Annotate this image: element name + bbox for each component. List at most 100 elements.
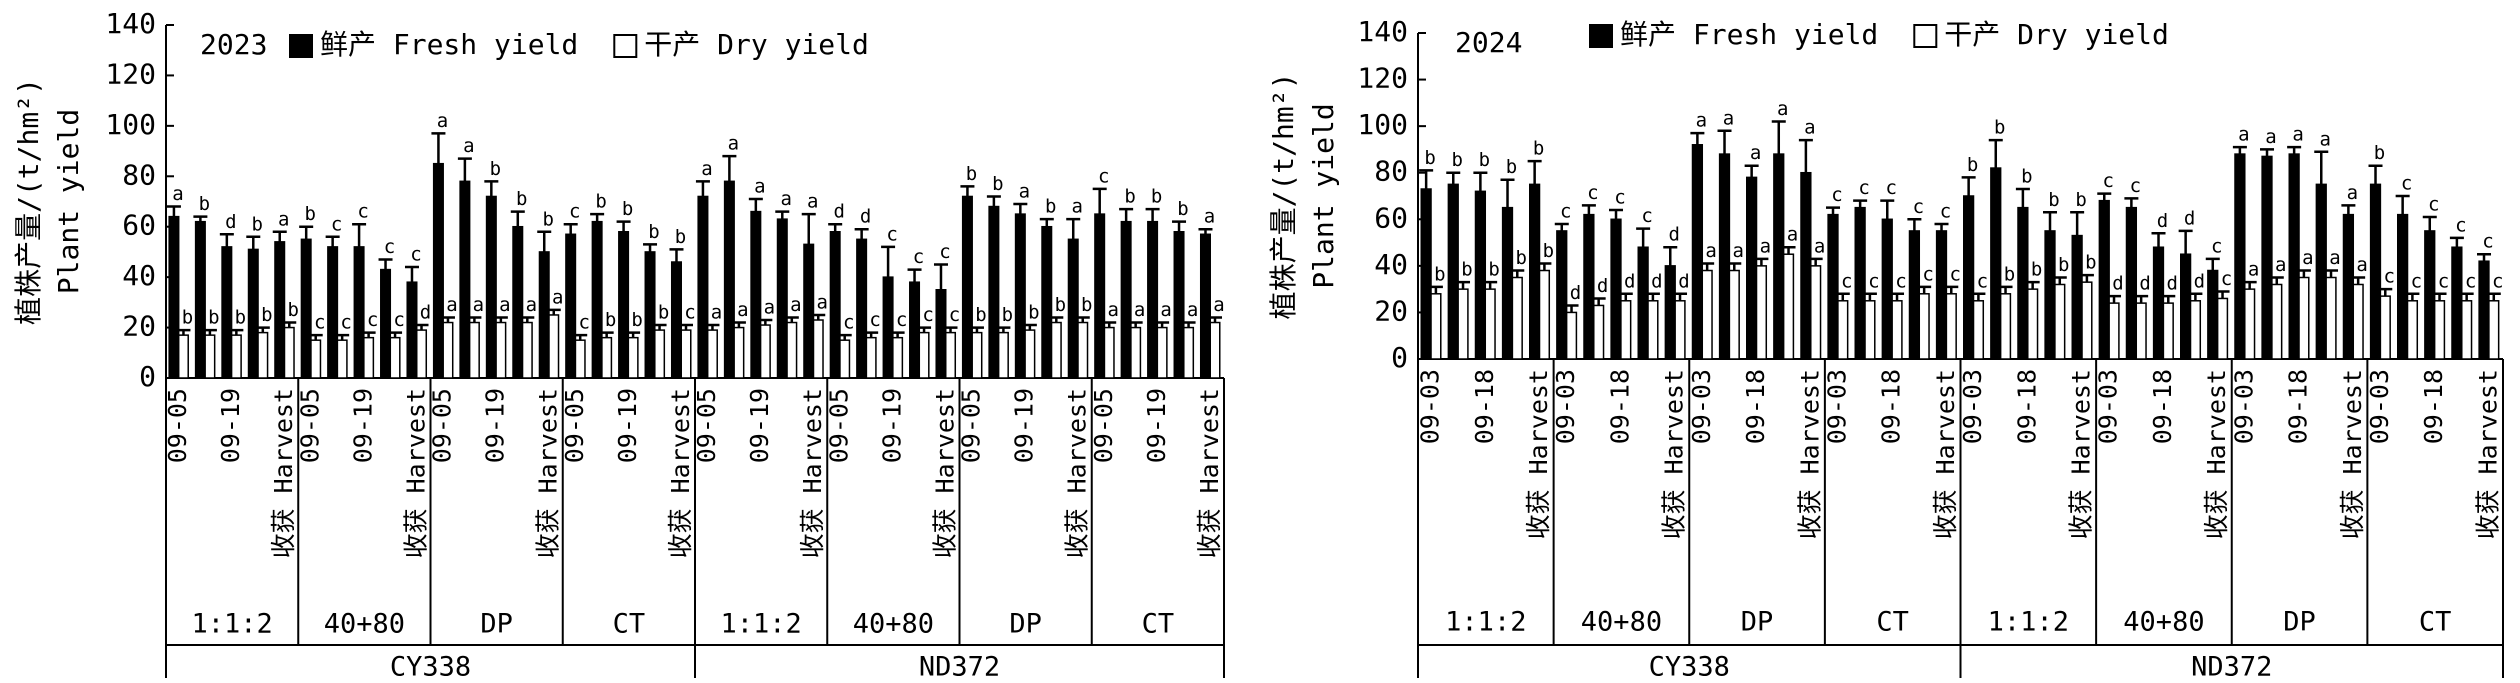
- significance-letter: a: [790, 294, 801, 316]
- error-bar: [1102, 321, 1117, 328]
- fresh-bar: [1990, 167, 2002, 360]
- significance-letter: b: [2374, 142, 2385, 164]
- significance-letter: b: [288, 299, 299, 321]
- significance-letter: b: [1055, 294, 1066, 316]
- x-tick-label: 09-05: [560, 388, 589, 463]
- error-bar: [520, 316, 535, 323]
- error-bar: [404, 265, 419, 283]
- significance-letter: a: [1705, 240, 1716, 262]
- fresh-bar: [2234, 153, 2246, 360]
- significance-letter: c: [1886, 177, 1897, 199]
- y-axis-title: 植株产量/(t/hm²): [12, 78, 45, 325]
- significance-letter: a: [552, 286, 563, 308]
- fresh-bar: [1120, 220, 1132, 379]
- significance-letter: b: [1452, 149, 1463, 171]
- fresh-bar: [1420, 188, 1432, 360]
- error-bar: [695, 180, 710, 197]
- dry-bar: [1782, 253, 1795, 360]
- significance-letter: c: [1587, 182, 1598, 204]
- fresh-bar: [882, 276, 894, 379]
- error-bar: [590, 212, 605, 222]
- error-bar: [1022, 323, 1037, 331]
- dry-bar: [1945, 293, 1957, 360]
- fresh-bar: [2478, 260, 2490, 360]
- significance-letter: b: [2031, 259, 2042, 281]
- dry-bar: [2461, 300, 2473, 360]
- error-bar: [467, 316, 482, 323]
- significance-letter: d: [225, 211, 236, 233]
- x-tick-label: 09-03: [2229, 369, 2258, 444]
- y-axis-title: Plant yield: [1307, 103, 1340, 288]
- error-bar: [801, 212, 816, 245]
- x-tick-label: 收获 Harvest: [666, 388, 695, 558]
- significance-letter: c: [2411, 270, 2422, 292]
- fresh-bar: [168, 215, 180, 379]
- significance-letter: a: [2292, 124, 2303, 146]
- fresh-bar: [723, 180, 735, 379]
- significance-letter: a: [1814, 235, 1825, 257]
- error-bar: [2486, 292, 2501, 301]
- fresh-bar: [2451, 246, 2463, 360]
- error-bar: [1419, 169, 1434, 190]
- x-tick-label: 收获 Harvest: [1524, 369, 1553, 539]
- error-bar: [1172, 220, 1187, 232]
- significance-letter: c: [2384, 266, 2395, 288]
- x-tick-label: 收获 Harvest: [2473, 369, 2502, 539]
- significance-letter: a: [1213, 294, 1224, 316]
- dry-bar: [2027, 288, 2039, 360]
- dry-bar: [1484, 288, 1496, 360]
- error-bar: [1483, 280, 1498, 290]
- error-bar: [2025, 280, 2040, 290]
- significance-letter: b: [675, 226, 686, 248]
- y-tick-label: 20: [1374, 294, 1408, 327]
- treatment-label: DP: [2283, 607, 2316, 638]
- dry-bar: [495, 321, 507, 379]
- significance-letter: c: [1098, 165, 1109, 187]
- significance-letter: c: [922, 304, 933, 326]
- error-bar: [986, 195, 1001, 207]
- dry-bar: [389, 336, 401, 379]
- significance-letter: d: [833, 201, 844, 223]
- error-bar: [1690, 131, 1705, 145]
- x-tick-label: 09-05: [692, 388, 721, 463]
- significance-letter: a: [526, 294, 537, 316]
- dry-bar: [257, 331, 269, 379]
- significance-letter: c: [2455, 214, 2466, 236]
- error-bar: [917, 326, 932, 333]
- significance-letter: b: [1516, 247, 1527, 269]
- significance-letter: b: [304, 203, 315, 225]
- error-bar: [272, 230, 287, 242]
- significance-letter: c: [886, 223, 897, 245]
- legend-label: 干产 Dry yield: [1944, 18, 2169, 51]
- significance-letter: b: [992, 173, 1003, 195]
- dry-bar: [2081, 281, 2093, 360]
- error-bar: [1645, 292, 1660, 301]
- treatment-label: CT: [2419, 607, 2452, 638]
- error-bar: [2052, 276, 2067, 285]
- fresh-bar: [538, 251, 550, 379]
- error-bar: [1428, 285, 1443, 294]
- dry-bar: [2189, 300, 2202, 360]
- dry-bar: [2488, 300, 2500, 360]
- dry-bar: [759, 324, 771, 379]
- x-tick-label: 收获 Harvest: [1195, 388, 1224, 558]
- dry-bar: [971, 331, 983, 379]
- y-tick-label: 80: [1374, 155, 1408, 188]
- error-bar: [2232, 145, 2247, 155]
- error-bar: [1564, 304, 1579, 313]
- error-bar: [1880, 199, 1895, 220]
- error-bar: [563, 222, 578, 235]
- fresh-bar: [1041, 225, 1053, 379]
- significance-letter: b: [1461, 259, 1472, 281]
- error-bar: [748, 197, 763, 212]
- significance-letter: a: [764, 297, 775, 319]
- dry-bar: [2135, 302, 2147, 360]
- significance-letter: a: [1787, 224, 1798, 246]
- significance-letter: a: [2275, 254, 2286, 276]
- fresh-bar: [1718, 153, 1731, 360]
- significance-letter: a: [1160, 299, 1171, 321]
- error-bar: [881, 245, 896, 278]
- error-bar: [1618, 292, 1633, 301]
- fresh-bar: [1637, 246, 1649, 360]
